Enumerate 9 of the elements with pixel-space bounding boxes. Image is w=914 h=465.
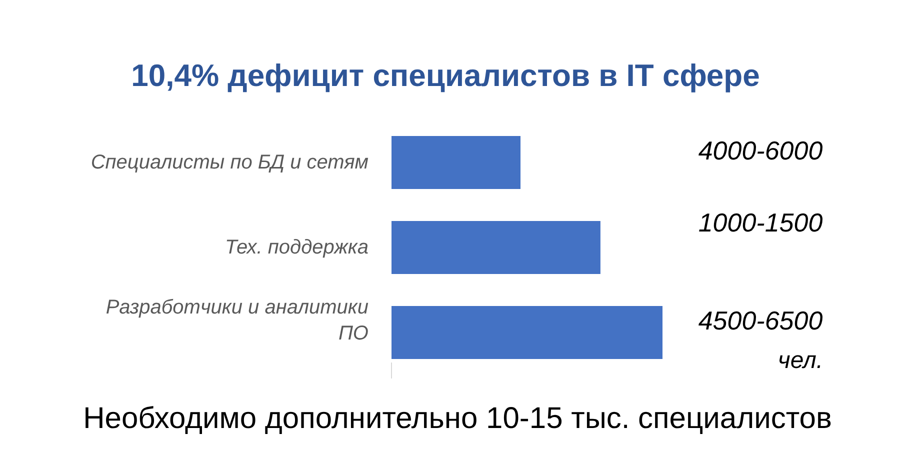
chart-title: 10,4% дефицит специалистов в IT сфере	[131, 58, 760, 93]
text: 4500-6500	[698, 306, 824, 336]
text: 4000-6000	[698, 136, 824, 166]
text: 1000-1500	[698, 208, 824, 238]
text: Необходимо дополнительно 10-15 тыс. специалистов	[83, 402, 832, 435]
y-tick-label: Специалисты по БД и сетям	[90, 152, 369, 174]
y-tick-label: Разработчики и аналитики ПО	[106, 296, 369, 345]
text: чел.	[778, 347, 824, 374]
y-tick-label: Тех. поддержка	[225, 236, 369, 258]
